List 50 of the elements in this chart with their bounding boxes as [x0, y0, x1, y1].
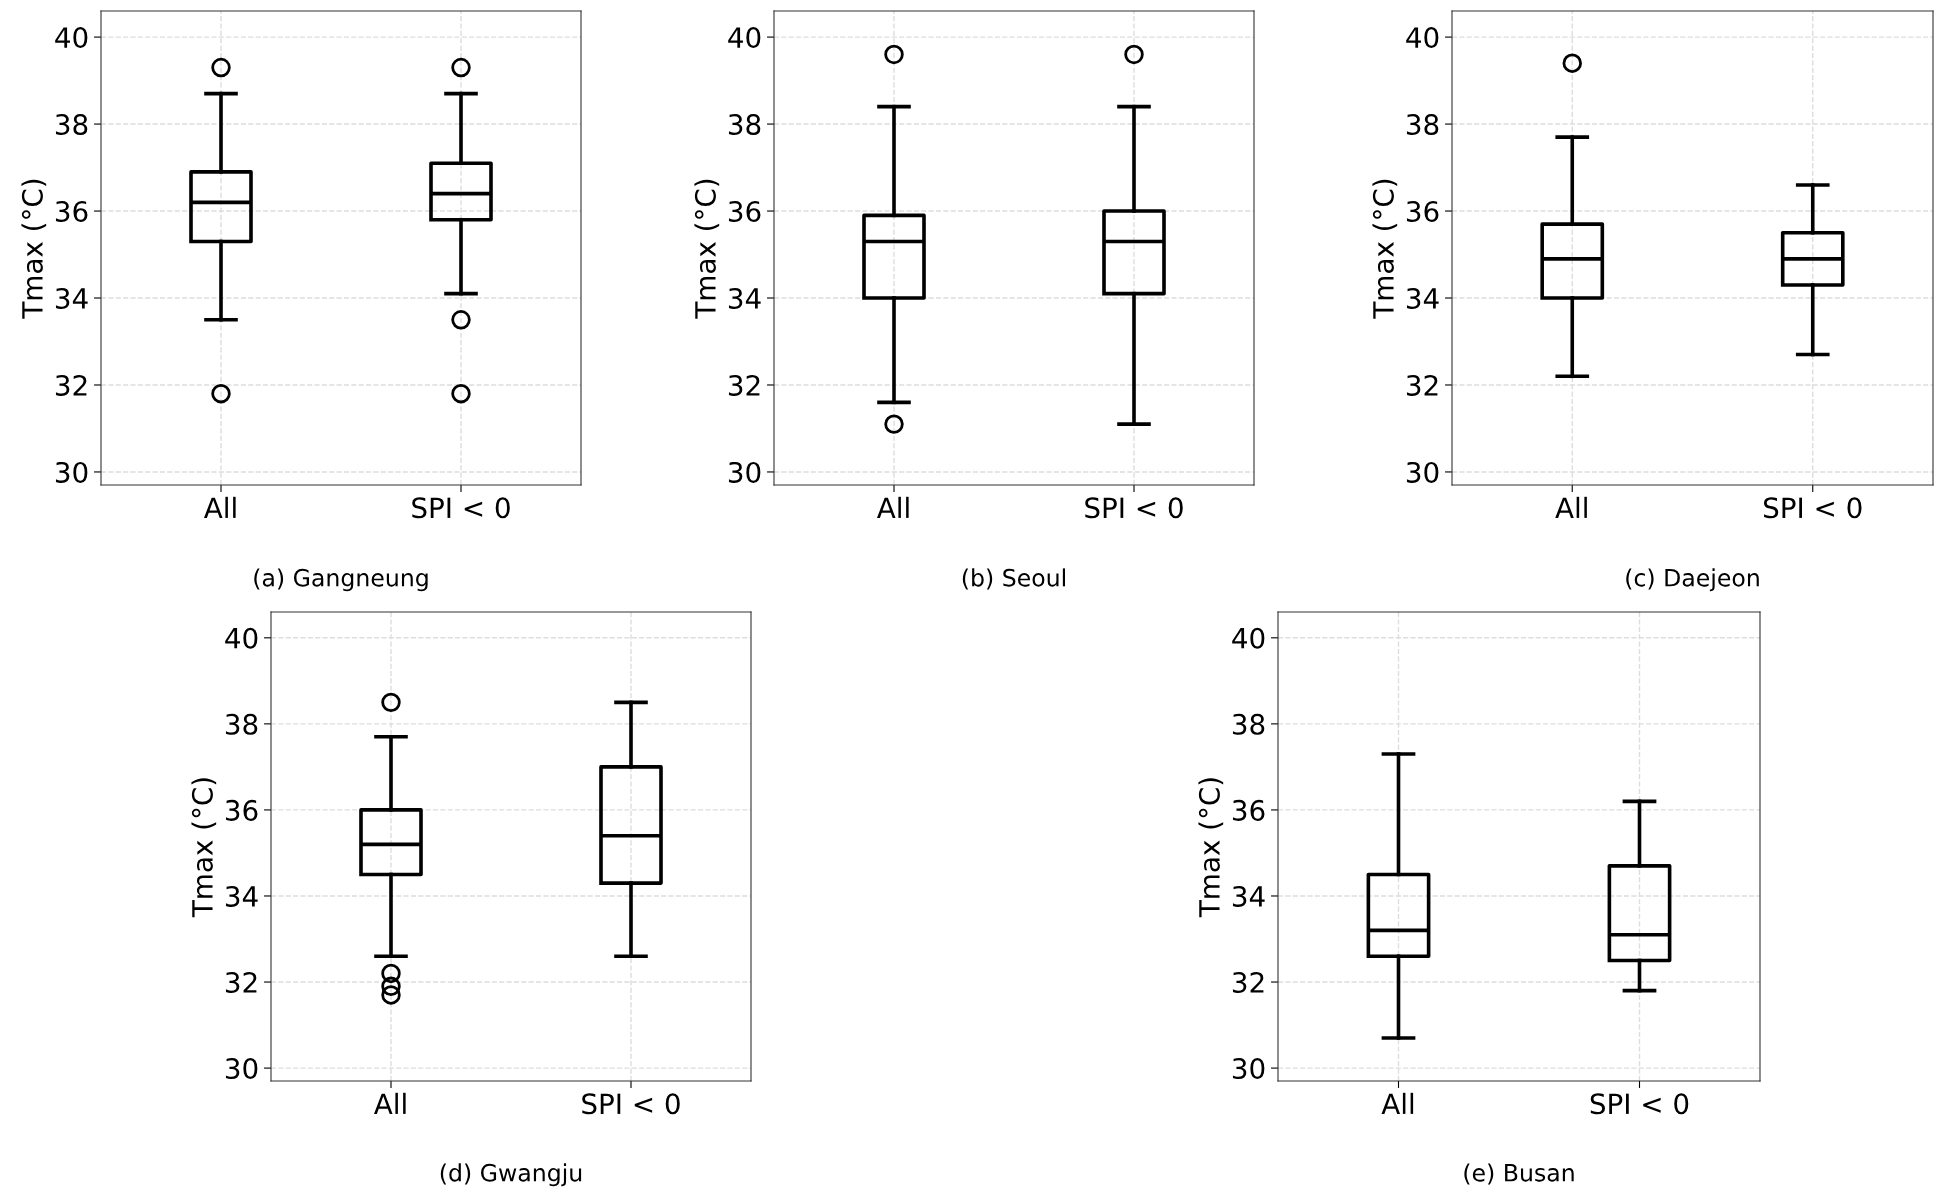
text: (b) Seoul	[962, 568, 1065, 590]
y-axis-title: Tmax (°C)	[1198, 778, 1224, 918]
text: (d) Gwangju	[440, 1163, 582, 1187]
y-tick-label: 36	[55, 200, 88, 222]
x-tick-label: SPI < 0	[1085, 497, 1183, 519]
y-tick-label: 34	[1406, 287, 1439, 309]
x-tick-label: All	[877, 496, 909, 518]
x-tick-label: SPI < 0	[582, 1093, 680, 1115]
y-tick-label: 40	[1406, 27, 1439, 49]
y-tick-label: 34	[55, 287, 88, 309]
y-tick-label: 40	[55, 27, 88, 49]
y-tick-label: 34	[1232, 885, 1265, 907]
y-tick-label: 38	[1232, 713, 1265, 735]
y-tick-label: 40	[225, 627, 258, 649]
y-tick-label: 32	[728, 374, 760, 396]
y-tick-label: 30	[1232, 1058, 1265, 1080]
y-tick-label: 32	[55, 374, 87, 396]
y-axis-title: Tmax (°C)	[1372, 179, 1398, 319]
y-tick-label: 38	[55, 114, 88, 136]
y-tick-label: 40	[728, 27, 761, 49]
y-tick-label: 36	[1232, 799, 1265, 821]
y-tick-label: 40	[1232, 627, 1265, 649]
y-tick-label: 36	[1406, 200, 1439, 222]
y-tick-label: 36	[225, 799, 258, 821]
text: (c) Daejeon	[1626, 568, 1759, 592]
x-tick-label: All	[1381, 1092, 1414, 1114]
y-tick-label: 38	[728, 114, 761, 136]
x-tick-label: SPI < 0	[1763, 497, 1862, 519]
y-tick-label: 32	[225, 971, 257, 993]
text: (e) Busan	[1464, 1163, 1574, 1185]
x-tick-label: All	[374, 1092, 406, 1114]
y-tick-label: 30	[225, 1058, 258, 1080]
y-tick-label: 38	[225, 713, 258, 735]
y-axis-title: Tmax (°C)	[21, 179, 47, 319]
y-tick-label: 38	[1406, 114, 1439, 136]
y-tick-label: 32	[1232, 971, 1264, 993]
y-axis-title: Tmax (°C)	[191, 778, 217, 918]
y-tick-label: 32	[1406, 374, 1438, 396]
x-tick-label: All	[1555, 496, 1587, 518]
y-tick-label: 30	[728, 461, 761, 483]
y-tick-label: 34	[728, 287, 761, 309]
text: (a) Gangneung	[254, 568, 428, 592]
y-tick-label: 30	[1406, 461, 1439, 483]
x-tick-label: All	[204, 496, 236, 518]
x-tick-label: SPI < 0	[1590, 1093, 1689, 1115]
y-tick-label: 36	[728, 200, 761, 222]
y-axis-title: Tmax (°C)	[694, 179, 720, 319]
y-tick-label: 34	[225, 885, 258, 907]
x-tick-label: SPI < 0	[412, 497, 510, 519]
y-tick-label: 30	[55, 461, 88, 483]
